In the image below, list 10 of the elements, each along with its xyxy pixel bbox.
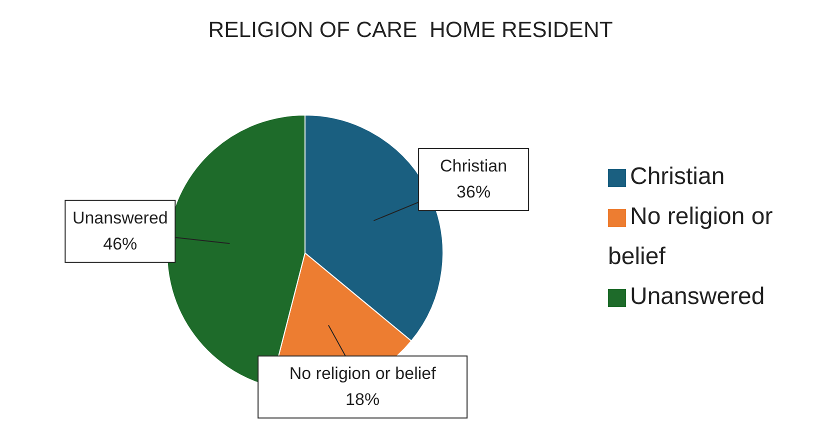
legend-label: No religion or belief [608, 203, 773, 270]
slice-label: Unanswered [72, 208, 168, 228]
data-label: 18% [346, 390, 380, 409]
slice-label: No religion or belief [289, 364, 436, 383]
data-label: 36% [456, 182, 491, 202]
data-label: 46% [103, 234, 138, 254]
chart-title: RELIGION OF CARE HOME RESIDENT [207, 16, 614, 44]
slice-label: Christian [440, 156, 508, 176]
legend-label: Unanswered [630, 283, 765, 310]
legend-label: Christian [630, 163, 725, 190]
